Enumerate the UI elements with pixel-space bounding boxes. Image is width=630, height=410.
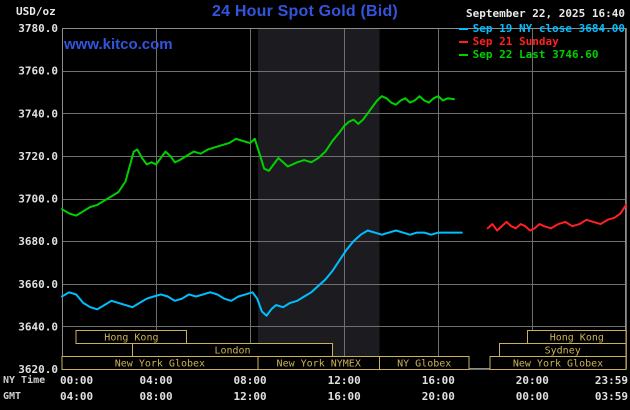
chart-title: 24 Hour Spot Gold (Bid) (212, 3, 398, 20)
session-label: New York Globex (115, 359, 205, 370)
x-tick-label-ny: 12:00 (328, 374, 361, 387)
legend-item-sep21: Sep 21 Sunday (458, 35, 625, 48)
legend-item-sep22: Sep 22 Last 3746.60 (458, 48, 625, 61)
session-label: New York Globex (513, 359, 603, 370)
y-axis-unit-label: USD/oz (16, 5, 56, 18)
x-tick-label-ny: 23:59 (595, 374, 628, 387)
legend-label: Sep 19 NY close 3684.00 (472, 22, 625, 35)
x-tick-label-ny: 08:00 (234, 374, 267, 387)
x-tick-label-gmt: 08:00 (140, 390, 173, 403)
legend-item-sep19: Sep 19 NY close 3684.00 (458, 22, 625, 35)
session-label: NY Globex (397, 359, 451, 370)
legend-label: Sep 22 Last 3746.60 (472, 48, 599, 61)
x-tick-label-gmt: 04:00 (60, 390, 93, 403)
x-tick-label-gmt: 03:59 (595, 390, 628, 403)
x-axis-row-label-gmt: GMT (3, 391, 22, 402)
x-tick-label-gmt: 12:00 (234, 390, 267, 403)
session-label: Hong Kong (550, 333, 604, 344)
y-tick-label: 3660.0 (18, 278, 58, 291)
series-line-sep22 (61, 95, 455, 217)
legend: Sep 19 NY close 3684.00 Sep 21 Sunday Se… (458, 22, 625, 61)
legend-swatch-sep19 (458, 27, 468, 30)
session-box (75, 330, 188, 344)
gridlines (62, 28, 627, 370)
y-tick-label: 3720.0 (18, 150, 58, 163)
session-label: New York NYMEX (277, 359, 361, 370)
legend-label: Sep 21 Sunday (472, 35, 559, 48)
y-tick-label: 3620.0 (18, 363, 58, 376)
chart-datetime: September 22, 2025 16:40 (466, 7, 625, 20)
y-tick-label: 3740.0 (18, 107, 58, 120)
legend-swatch-sep22 (458, 53, 468, 56)
x-axis-row-label-ny-time: NY Time (3, 375, 46, 386)
x-tick-label-ny: 16:00 (422, 374, 455, 387)
y-tick-label: 3680.0 (18, 235, 58, 248)
y-tick-label: 3780.0 (18, 22, 58, 35)
session-box (379, 356, 470, 370)
session-label: London (214, 346, 250, 357)
nymex-session-band (257, 28, 380, 369)
x-tick-label-ny: 00:00 (60, 374, 93, 387)
series-line-sep21 (486, 203, 627, 232)
y-tick-label: 3640.0 (18, 320, 58, 333)
x-tick-label-gmt: 20:00 (422, 390, 455, 403)
series-line-sep19 (61, 229, 463, 317)
x-tick-label-gmt: 00:00 (516, 390, 549, 403)
y-tick-label: 3700.0 (18, 193, 58, 206)
legend-swatch-sep21 (458, 40, 468, 43)
x-tick-label-gmt: 16:00 (328, 390, 361, 403)
session-label: Hong Kong (104, 333, 158, 344)
session-box (489, 356, 627, 370)
x-tick-label-ny: 04:00 (140, 374, 173, 387)
y-tick-label: 3760.0 (18, 65, 58, 78)
kitco-link[interactable]: www.kitco.com (64, 36, 173, 53)
session-label: Sydney (545, 346, 581, 357)
x-tick-label-ny: 20:00 (516, 374, 549, 387)
